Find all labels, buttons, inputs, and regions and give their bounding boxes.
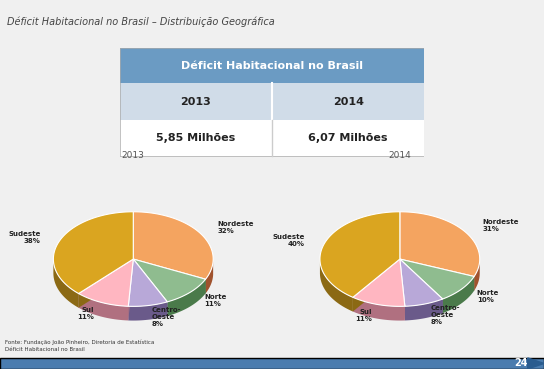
Polygon shape <box>133 259 206 293</box>
Text: Nordeste
32%: Nordeste 32% <box>218 221 254 234</box>
Polygon shape <box>78 259 133 308</box>
Polygon shape <box>78 259 133 306</box>
Polygon shape <box>128 302 168 321</box>
Polygon shape <box>133 259 168 316</box>
Polygon shape <box>400 259 443 313</box>
Text: Déficit Habitacional no Brasil – Distribuição Geográfica: Déficit Habitacional no Brasil – Distrib… <box>7 17 274 27</box>
Polygon shape <box>78 259 133 308</box>
Polygon shape <box>353 259 400 311</box>
FancyBboxPatch shape <box>0 358 544 369</box>
Polygon shape <box>474 260 480 291</box>
Text: Sul
11%: Sul 11% <box>355 309 372 323</box>
Polygon shape <box>206 261 213 293</box>
Text: 5,85 Milhões: 5,85 Milhões <box>156 133 236 143</box>
Polygon shape <box>353 259 400 311</box>
Polygon shape <box>528 358 544 369</box>
Text: Déficit Habitacional no Brasil: Déficit Habitacional no Brasil <box>181 61 363 71</box>
Polygon shape <box>353 297 405 321</box>
Polygon shape <box>400 259 405 320</box>
Text: Déficit Habitacional no Brasil: Déficit Habitacional no Brasil <box>5 347 85 352</box>
Polygon shape <box>400 259 474 299</box>
Text: 2013: 2013 <box>181 97 211 107</box>
Text: Nordeste
31%: Nordeste 31% <box>483 219 519 232</box>
Polygon shape <box>320 259 353 311</box>
Text: 6,07 Milhões: 6,07 Milhões <box>308 133 388 143</box>
Polygon shape <box>53 259 78 308</box>
FancyBboxPatch shape <box>120 83 424 120</box>
Polygon shape <box>353 259 405 306</box>
Polygon shape <box>168 279 206 316</box>
Text: 24: 24 <box>514 358 528 369</box>
Text: Sudeste
38%: Sudeste 38% <box>8 231 40 244</box>
Polygon shape <box>128 259 168 306</box>
Text: 2014: 2014 <box>388 151 411 160</box>
FancyBboxPatch shape <box>120 48 424 83</box>
Text: Sul
11%: Sul 11% <box>77 307 94 320</box>
FancyBboxPatch shape <box>120 120 424 156</box>
Text: Norte
10%: Norte 10% <box>477 290 499 303</box>
Polygon shape <box>400 259 474 291</box>
Polygon shape <box>78 294 128 320</box>
Polygon shape <box>133 259 206 302</box>
Polygon shape <box>53 212 133 294</box>
Polygon shape <box>405 299 443 320</box>
Polygon shape <box>133 259 206 293</box>
Polygon shape <box>128 259 133 320</box>
Polygon shape <box>133 259 168 316</box>
Polygon shape <box>400 259 474 291</box>
Text: Norte
11%: Norte 11% <box>204 294 226 307</box>
Text: Centro-
Oeste
8%: Centro- Oeste 8% <box>152 307 182 327</box>
Text: Fonte: Fundação João Pinheiro, Diretoria de Estatística: Fonte: Fundação João Pinheiro, Diretoria… <box>5 340 155 345</box>
Polygon shape <box>133 212 213 279</box>
Polygon shape <box>400 259 405 320</box>
Polygon shape <box>128 259 133 320</box>
Polygon shape <box>443 276 474 313</box>
Polygon shape <box>400 212 480 276</box>
Text: 2014: 2014 <box>333 97 363 107</box>
Text: Centro-
Oeste
8%: Centro- Oeste 8% <box>431 305 460 325</box>
Polygon shape <box>400 259 443 313</box>
Polygon shape <box>400 259 443 306</box>
Polygon shape <box>320 212 400 297</box>
Text: Sudeste
40%: Sudeste 40% <box>273 234 305 247</box>
Text: 2013: 2013 <box>122 151 145 160</box>
